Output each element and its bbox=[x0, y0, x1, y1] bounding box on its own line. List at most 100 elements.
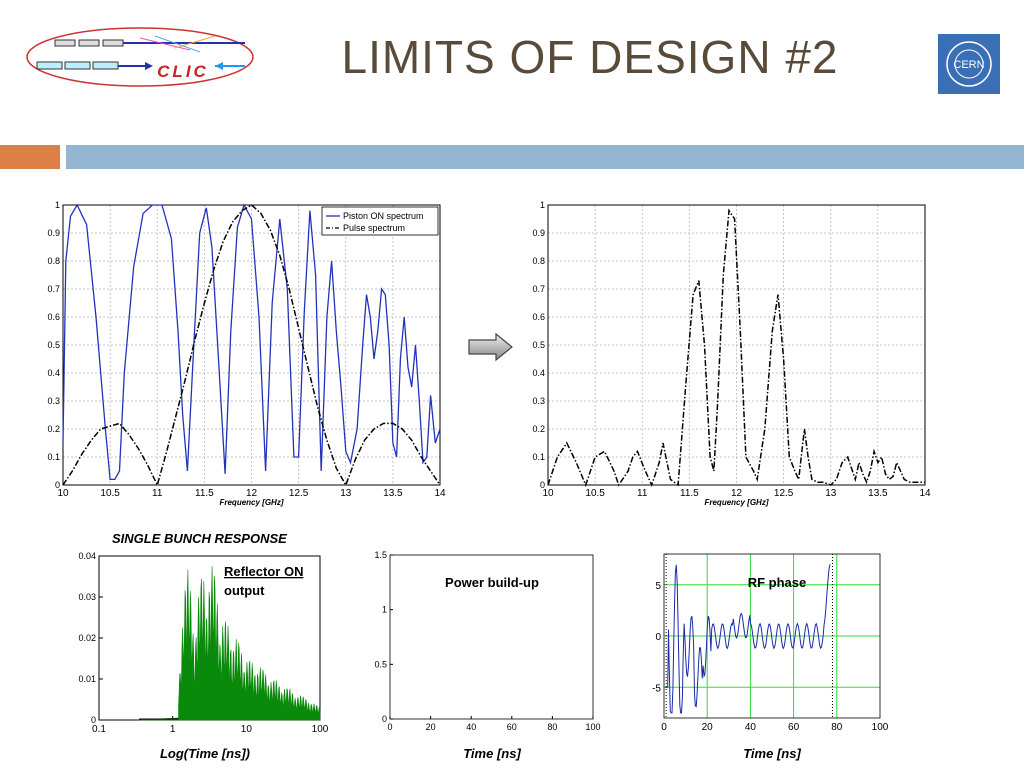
y-tick-label: 0.6 bbox=[532, 312, 545, 322]
y-tick-label: 0.8 bbox=[532, 256, 545, 266]
y-tick-label: 0 bbox=[655, 632, 661, 643]
rf-phase-trace bbox=[665, 564, 831, 714]
legend-box bbox=[321, 206, 439, 236]
y-tick-label: 1 bbox=[540, 200, 545, 210]
x-tick-label: 40 bbox=[466, 722, 476, 732]
y-tick-label: 5 bbox=[655, 581, 661, 592]
x-tick-label: 10 bbox=[542, 488, 554, 499]
y-tick-label: 0.5 bbox=[47, 340, 60, 350]
plot-frame bbox=[663, 553, 881, 719]
accent-bar-blue bbox=[66, 145, 1024, 169]
chart-title: Power build-up bbox=[445, 575, 539, 590]
y-tick-label: 0.02 bbox=[78, 633, 96, 643]
x-tick-label: 11.5 bbox=[680, 488, 699, 499]
rf-phase-chart: 0 20 40 60 80 100 -5 0 5 RF phase Time [ns] bbox=[652, 553, 889, 761]
x-axis-label: Time [ns] bbox=[743, 746, 801, 761]
y-tick-label: 0 bbox=[540, 480, 545, 490]
x-tick-label: 20 bbox=[426, 722, 436, 732]
y-tick-label: 0.5 bbox=[532, 340, 545, 350]
plot-frame bbox=[62, 204, 441, 486]
cern-logo: CERN bbox=[938, 34, 1000, 94]
legend-label-pulse: Pulse spectrum bbox=[343, 223, 405, 233]
x-tick-label: 13 bbox=[825, 488, 837, 499]
annotation-line-2: output bbox=[224, 583, 265, 598]
y-tick-label: 0.9 bbox=[532, 228, 545, 238]
y-tick-label: 0.7 bbox=[532, 284, 545, 294]
x-tick-label: 80 bbox=[831, 722, 843, 733]
x-tick-label: 20 bbox=[702, 722, 714, 733]
y-tick-label: 0.04 bbox=[78, 551, 96, 561]
power-buildup-chart: 0 20 40 60 80 100 0 0.5 1 1.5 Power build-up Time [… bbox=[374, 550, 600, 761]
x-tick-label: 14 bbox=[919, 488, 931, 499]
x-tick-label: 12 bbox=[731, 488, 743, 499]
y-tick-label: 0.5 bbox=[374, 659, 387, 669]
legend-label-piston: Piston ON spectrum bbox=[343, 211, 424, 221]
y-tick-label: 0.8 bbox=[47, 256, 60, 266]
y-tick-label: 0.4 bbox=[47, 368, 60, 378]
x-axis-label: Frequency [GHz] bbox=[219, 498, 283, 507]
x-tick-label: 11.5 bbox=[195, 488, 214, 499]
y-tick-label: 0.01 bbox=[78, 674, 96, 684]
x-tick-label: 60 bbox=[507, 722, 517, 732]
slide-title: LIMITS OF DESIGN #2 bbox=[341, 31, 839, 83]
annotation-line-1: Reflector ON bbox=[224, 564, 303, 579]
single-bunch-label: SINGLE BUNCH RESPONSE bbox=[112, 531, 287, 546]
y-tick-label: 0.6 bbox=[47, 312, 60, 322]
y-tick-label: -5 bbox=[652, 683, 661, 694]
x-tick-label: 13 bbox=[340, 488, 352, 499]
plot-frame bbox=[547, 204, 926, 486]
y-tick-label: 0.1 bbox=[47, 452, 60, 462]
x-tick-label: 0 bbox=[661, 722, 667, 733]
x-axis-label: Log(Time [ns]) bbox=[160, 746, 250, 761]
x-tick-label: 40 bbox=[745, 722, 757, 733]
chart-title: RF phase bbox=[748, 575, 807, 590]
accent-bar-orange bbox=[0, 145, 60, 169]
x-tick-label: 0.1 bbox=[92, 724, 106, 735]
legend: Piston ON spectrum Pulse spectrum bbox=[321, 206, 439, 236]
plot-frame bbox=[389, 554, 594, 720]
x-tick-label: 80 bbox=[547, 722, 557, 732]
y-tick-label: 0 bbox=[55, 480, 60, 490]
x-tick-label: 14 bbox=[434, 488, 446, 499]
x-tick-label: 10 bbox=[57, 488, 69, 499]
x-tick-label: 100 bbox=[585, 722, 600, 732]
y-tick-label: 0 bbox=[91, 715, 96, 725]
x-tick-label: 0 bbox=[387, 722, 392, 732]
clic-logo-text: CLIC bbox=[157, 62, 209, 81]
y-tick-label: 0.9 bbox=[47, 228, 60, 238]
x-tick-label: 13.5 bbox=[383, 488, 403, 499]
filtered-spectrum-chart: 10 10.5 11 11.5 12 12.5 13 13.5 1400.10.20.30.40… bbox=[532, 200, 931, 507]
y-tick-label: 0.7 bbox=[47, 284, 60, 294]
x-tick-label: 1 bbox=[170, 724, 176, 735]
x-tick-label: 12.5 bbox=[774, 488, 794, 499]
y-tick-label: 1 bbox=[55, 200, 60, 210]
cern-logo-text: CERN bbox=[953, 59, 984, 71]
series-line bbox=[547, 208, 925, 488]
y-tick-label: 0.1 bbox=[532, 452, 545, 462]
x-tick-label: 11 bbox=[637, 488, 648, 499]
y-tick-label: 0.03 bbox=[78, 592, 96, 602]
y-tick-label: 0.2 bbox=[532, 424, 545, 434]
x-tick-label: 10.5 bbox=[100, 488, 120, 499]
x-tick-label: 12.5 bbox=[289, 488, 309, 499]
y-tick-label: 0.4 bbox=[532, 368, 545, 378]
x-tick-label: 10 bbox=[241, 724, 253, 735]
single-bunch-chart: 0 0.01 0.02 0.03 0.04 0.1 1 10 100 Reflector ON ou… bbox=[78, 551, 329, 761]
clic-logo: CLIC bbox=[25, 26, 255, 88]
y-tick-label: 0 bbox=[382, 714, 387, 724]
piston-spectrum-chart: 10 10.5 11 11.5 12 12.5 13 13.5 1400.10.20.30.40… bbox=[47, 200, 446, 507]
x-tick-label: 13.5 bbox=[868, 488, 888, 499]
y-tick-label: 1 bbox=[382, 605, 387, 615]
x-tick-label: 11 bbox=[152, 488, 163, 499]
y-tick-label: 0.2 bbox=[47, 424, 60, 434]
y-tick-label: 1.5 bbox=[374, 550, 387, 560]
x-tick-label: 100 bbox=[312, 724, 329, 735]
series-line bbox=[62, 203, 441, 481]
bunch-response-area bbox=[139, 566, 321, 721]
series-line bbox=[62, 204, 441, 488]
x-tick-label: 10.5 bbox=[585, 488, 605, 499]
right-arrow-icon bbox=[468, 332, 513, 362]
x-axis-label: Time [ns] bbox=[463, 746, 521, 761]
y-tick-label: 0.3 bbox=[47, 396, 60, 406]
x-tick-label: 60 bbox=[788, 722, 800, 733]
